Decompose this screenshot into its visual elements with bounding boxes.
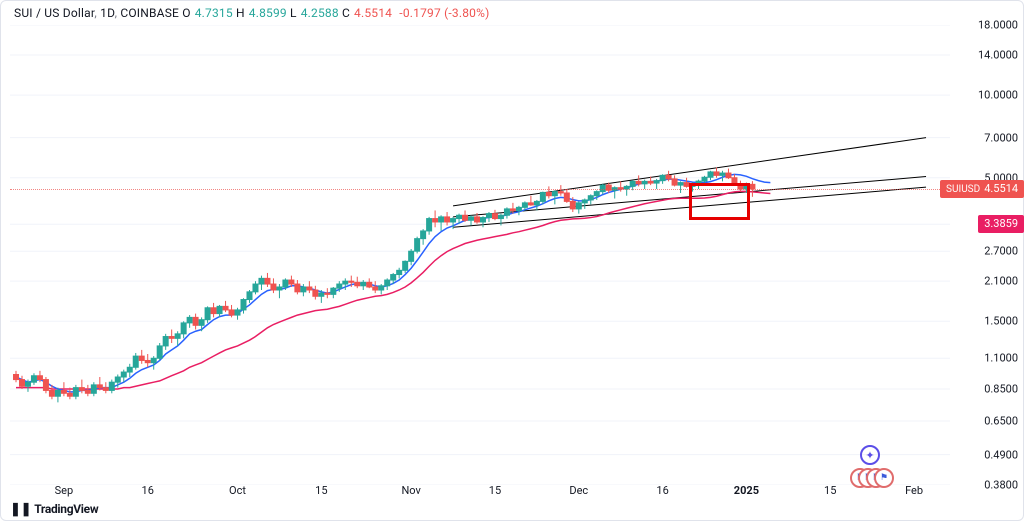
- y-tick: 2.7000: [984, 245, 1018, 258]
- y-tick: 18.0000: [978, 19, 1018, 32]
- y-tick: 0.4900: [984, 448, 1018, 461]
- o-label: O: [182, 6, 190, 20]
- timeframe[interactable]: 1D: [100, 6, 114, 20]
- event-flag-icon[interactable]: ⚑: [874, 468, 894, 488]
- chart-header: SUI / US Dollar, 1D, COINBASE O4.7315 H4…: [14, 6, 489, 20]
- y-tick: 0.6500: [984, 414, 1018, 427]
- x-tick: 15: [315, 484, 327, 497]
- y-tick: 2.1000: [984, 275, 1018, 288]
- x-axis[interactable]: Sep 16 Oct 15 Nov 15 Dec 16 2025 15 Feb: [10, 479, 950, 497]
- ma-price-tag[interactable]: 3.3859: [978, 215, 1024, 233]
- plot-area[interactable]: [10, 25, 950, 485]
- y-tick: 10.0000: [978, 89, 1018, 102]
- sparkle-icon[interactable]: ✦: [860, 445, 880, 465]
- last-price-tag[interactable]: SUIUSD4.5514: [940, 180, 1024, 198]
- exchange[interactable]: COINBASE: [120, 6, 179, 20]
- tradingview-logo[interactable]: ❚❚TradingView: [10, 502, 98, 517]
- open-value: 4.7315: [195, 6, 233, 20]
- h-label: H: [236, 6, 245, 20]
- x-tick: Dec: [569, 484, 588, 497]
- x-tick: 16: [142, 484, 154, 497]
- y-tick: 0.3800: [984, 479, 1018, 492]
- highlight-box: [689, 183, 751, 220]
- y-axis[interactable]: 18.000014.000010.00007.00005.00003.38592…: [954, 25, 1024, 485]
- y-tick: 0.8500: [984, 383, 1018, 396]
- chart-container: SUI / US Dollar, 1D, COINBASE O4.7315 H4…: [0, 0, 1024, 521]
- candlestick-svg: [10, 25, 950, 485]
- x-tick: 2025: [734, 484, 759, 497]
- x-tick: Feb: [905, 484, 923, 497]
- l-label: L: [290, 6, 297, 20]
- logo-text: TradingView: [34, 502, 98, 516]
- x-tick: 15: [824, 484, 836, 497]
- y-tick: 1.5000: [984, 315, 1018, 328]
- x-tick: Sep: [55, 484, 74, 497]
- x-tick: 16: [656, 484, 668, 497]
- x-tick: Nov: [401, 484, 420, 497]
- change-value: -0.1797 (-3.80%): [399, 6, 489, 20]
- x-tick: Oct: [229, 484, 246, 497]
- logo-icon: ❚❚: [10, 502, 31, 517]
- high-value: 4.8599: [249, 6, 287, 20]
- y-tick: 14.0000: [978, 48, 1018, 61]
- close-value: 4.5514: [354, 6, 392, 20]
- y-tick: 7.0000: [984, 131, 1018, 144]
- x-tick: 15: [489, 484, 501, 497]
- last-price-line: [10, 189, 950, 190]
- c-label: C: [342, 6, 350, 20]
- symbol-name[interactable]: SUI / US Dollar: [14, 6, 94, 20]
- y-tick: 1.1000: [984, 352, 1018, 365]
- low-value: 4.2588: [301, 6, 339, 20]
